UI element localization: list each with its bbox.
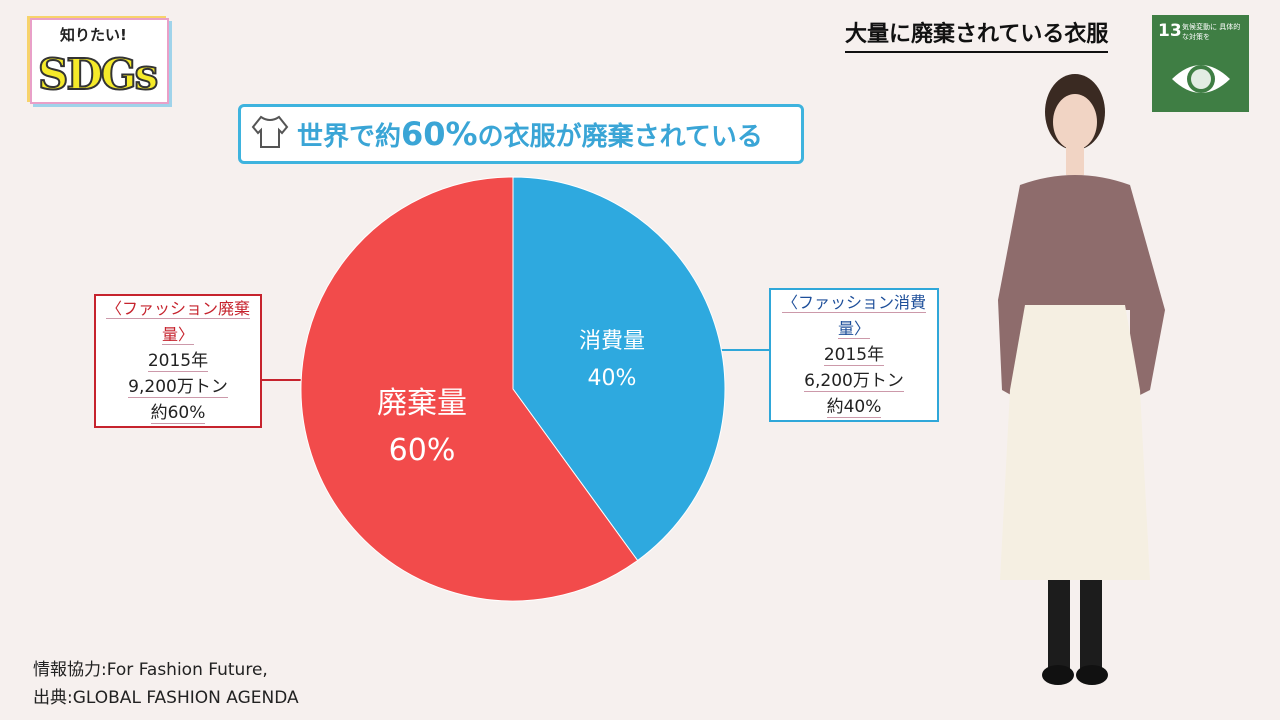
sdg-number: 13 — [1158, 21, 1182, 41]
sdg-text: 気候変動に 具体的な対策を — [1182, 23, 1241, 41]
pie-slice-0 — [512, 176, 726, 562]
sdgs-logo: 知りたい! SDGs — [30, 18, 169, 104]
logo-line1: 知りたい! — [60, 26, 127, 44]
waste-info-box: 〈ファッション廃棄量〉 2015年 9,200万トン 約60% — [94, 294, 262, 428]
waste-year: 2015年 — [147, 351, 209, 372]
waste-heading: 〈ファッション廃棄量〉 — [105, 299, 250, 345]
slice-value-consumption: 40% — [588, 366, 637, 391]
banner-pre: 世界で約 — [297, 122, 402, 152]
source-credit: 情報協力:For Fashion Future, — [33, 660, 268, 680]
sdg-13-badge: 13 気候変動に 具体的な対策を — [1152, 15, 1249, 112]
consumption-amount: 6,200万トン — [804, 371, 904, 392]
shirt-icon — [251, 115, 289, 148]
consumption-year: 2015年 — [823, 345, 885, 366]
eye-globe-icon — [1172, 65, 1230, 93]
slice-label-consumption: 消費量 — [579, 329, 645, 354]
consumption-info-box: 〈ファッション消費量〉 2015年 6,200万トン 約40% — [769, 288, 939, 422]
slice-value-waste: 60% — [389, 433, 456, 468]
waste-share: 約60% — [150, 403, 206, 424]
logo-line2: SDGs — [37, 49, 159, 100]
headline-banner: 世界で約60%の衣服が廃棄されている — [238, 104, 804, 164]
consumption-heading: 〈ファッション消費量〉 — [781, 293, 926, 339]
slice-label-waste: 廃棄量 — [377, 386, 467, 421]
waste-amount: 9,200万トン — [128, 377, 228, 398]
consumption-share: 約40% — [826, 397, 882, 418]
pie-slice-1 — [300, 176, 639, 602]
banner-highlight: 60% — [401, 115, 478, 153]
banner-post: の衣服が廃棄されている — [477, 122, 763, 152]
page-title: 大量に廃棄されている衣服 — [845, 16, 1109, 53]
presenter-figure — [998, 74, 1165, 685]
source-citation: 出典:GLOBAL FASHION AGENDA — [33, 688, 299, 708]
